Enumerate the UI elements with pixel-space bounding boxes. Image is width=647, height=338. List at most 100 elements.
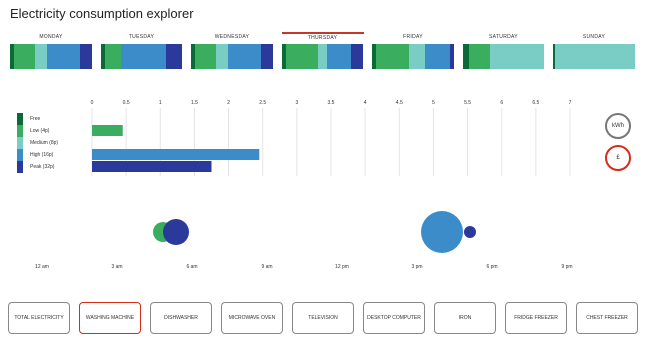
bar-high bbox=[92, 149, 260, 160]
kwh-toggle-label: kWh bbox=[612, 123, 624, 129]
appliance-button-television[interactable]: TELEVISION bbox=[292, 302, 354, 334]
legend-label: High (16p) bbox=[30, 152, 54, 158]
legend-swatch bbox=[17, 149, 23, 161]
day-friday[interactable]: FRIDAY bbox=[372, 32, 454, 70]
x-tick-label: 1.5 bbox=[191, 100, 198, 106]
usage-segment-medium bbox=[34, 44, 47, 69]
legend-item-medium: Medium (8p) bbox=[17, 137, 87, 149]
tariff-legend: Free Low (4p) Medium (8p) High (16p) Peak (3… bbox=[17, 113, 87, 173]
x-tick-label: 5 bbox=[432, 100, 435, 106]
kwh-toggle-button[interactable]: kWh bbox=[605, 113, 631, 139]
legend-item-high: High (16p) bbox=[17, 149, 87, 161]
legend-swatch bbox=[17, 113, 23, 125]
time-label: 9 am bbox=[261, 264, 273, 270]
x-tick-label: 0.5 bbox=[123, 100, 130, 106]
usage-segment-medium bbox=[408, 44, 426, 69]
time-label: 12 pm bbox=[335, 264, 349, 270]
legend-label: Free bbox=[30, 116, 41, 122]
usage-segment-medium bbox=[489, 44, 545, 69]
appliance-button-desktop-computer[interactable]: DESKTOP COMPUTER bbox=[363, 302, 425, 334]
day-label: FRIDAY bbox=[403, 34, 423, 40]
cost-toggle-button[interactable]: £ bbox=[605, 145, 631, 171]
usage-bubble-peak bbox=[463, 226, 476, 238]
time-label: 9 pm bbox=[561, 264, 573, 270]
usage-segment-medium bbox=[318, 44, 327, 69]
day-label: MONDAY bbox=[39, 34, 63, 40]
usage-segment-free bbox=[10, 44, 15, 69]
appliance-button-chest-freezer[interactable]: CHEST FREEZER bbox=[576, 302, 638, 334]
legend-swatch bbox=[17, 137, 23, 149]
day-label: WEDNESDAY bbox=[214, 34, 250, 40]
day-usage-bar bbox=[553, 44, 635, 69]
timeline-axis: 12 am 3 am 6 am 9 am 12 pm 3 pm 6 pm 9 pm bbox=[0, 264, 647, 274]
consumption-bar-chart: 0 0.5 1 1.5 2 2.5 3 3.5 4 4.5 5 5.5 6 6.5 7 bbox=[91, 100, 572, 176]
usage-bubble-high bbox=[421, 211, 463, 253]
day-usage-bar bbox=[281, 44, 364, 69]
x-tick-label: 4.5 bbox=[396, 100, 403, 106]
bar-peak bbox=[92, 161, 212, 172]
usage-segment-peak bbox=[351, 44, 364, 69]
day-usage-bar bbox=[462, 44, 545, 69]
x-tick-label: 1 bbox=[159, 100, 162, 106]
legend-item-free: Free bbox=[17, 113, 87, 125]
day-usage-bar bbox=[10, 44, 92, 69]
usage-segment-free bbox=[462, 44, 470, 69]
cost-toggle-label: £ bbox=[616, 155, 620, 161]
usage-segment-peak bbox=[260, 44, 273, 69]
usage-segment-high bbox=[425, 44, 450, 69]
x-tick-label: 4 bbox=[364, 100, 367, 106]
usage-segment-low bbox=[376, 44, 409, 69]
usage-segment-high bbox=[326, 44, 352, 69]
usage-segment-free bbox=[281, 44, 286, 69]
day-thursday[interactable]: THURSDAY bbox=[281, 32, 364, 70]
appliance-button-microwave-oven[interactable]: MICROWAVE OVEN bbox=[221, 302, 283, 334]
time-label: 3 am bbox=[111, 264, 123, 270]
usage-segment-free bbox=[100, 44, 105, 69]
usage-segment-low bbox=[469, 44, 490, 69]
legend-swatch bbox=[17, 161, 23, 173]
usage-segment-low bbox=[195, 44, 216, 69]
usage-segment-peak bbox=[79, 44, 92, 69]
appliance-button-fridge-freezer[interactable]: FRIDGE FREEZER bbox=[505, 302, 567, 334]
usage-bubble-peak bbox=[162, 219, 189, 245]
time-label: 6 am bbox=[186, 264, 198, 270]
usage-segment-peak bbox=[449, 44, 454, 69]
day-label: SUNDAY bbox=[582, 34, 606, 40]
time-label: 6 pm bbox=[486, 264, 498, 270]
x-tick-label: 6 bbox=[500, 100, 503, 106]
day-usage-bar bbox=[100, 44, 183, 69]
day-monday[interactable]: MONDAY bbox=[10, 32, 92, 70]
usage-segment-free bbox=[553, 44, 556, 69]
usage-segment-peak bbox=[166, 44, 183, 69]
day-tuesday[interactable]: TUESDAY bbox=[100, 32, 183, 70]
appliance-selector: TOTAL ELECTRICITY WASHING MACHINE DISHWASH… bbox=[8, 302, 638, 336]
time-label: 3 pm bbox=[411, 264, 423, 270]
page-title: Electricity consumption explorer bbox=[10, 6, 194, 21]
day-sunday[interactable]: SUNDAY bbox=[553, 32, 635, 70]
day-usage-bar bbox=[191, 44, 273, 69]
day-wednesday[interactable]: WEDNESDAY bbox=[191, 32, 273, 70]
appliance-button-dishwasher[interactable]: DISHWASHER bbox=[150, 302, 212, 334]
legend-label: Low (4p) bbox=[30, 128, 50, 134]
x-tick-label: 2.5 bbox=[259, 100, 266, 106]
usage-segment-high bbox=[227, 44, 261, 69]
x-tick-label: 7 bbox=[569, 100, 572, 106]
time-label: 12 am bbox=[35, 264, 49, 270]
usage-segment-high bbox=[46, 44, 80, 69]
appliance-button-total-electricity[interactable]: TOTAL ELECTRICITY bbox=[8, 302, 70, 334]
legend-label: Peak (32p) bbox=[30, 164, 55, 170]
bar-low bbox=[92, 125, 123, 136]
usage-segment-medium bbox=[555, 44, 635, 69]
usage-segment-low bbox=[104, 44, 121, 69]
x-tick-label: 3.5 bbox=[328, 100, 335, 106]
legend-swatch bbox=[17, 125, 23, 137]
appliance-button-iron[interactable]: IRON bbox=[434, 302, 496, 334]
x-tick-label: 3 bbox=[295, 100, 298, 106]
day-saturday[interactable]: SATURDAY bbox=[462, 32, 545, 70]
usage-segment-medium bbox=[215, 44, 228, 69]
usage-segment-free bbox=[191, 44, 196, 69]
x-tick-label: 2 bbox=[227, 100, 230, 106]
appliance-button-washing-machine[interactable]: WASHING MACHINE bbox=[79, 302, 141, 334]
day-label: THURSDAY bbox=[281, 32, 364, 41]
legend-item-peak: Peak (32p) bbox=[17, 161, 87, 173]
